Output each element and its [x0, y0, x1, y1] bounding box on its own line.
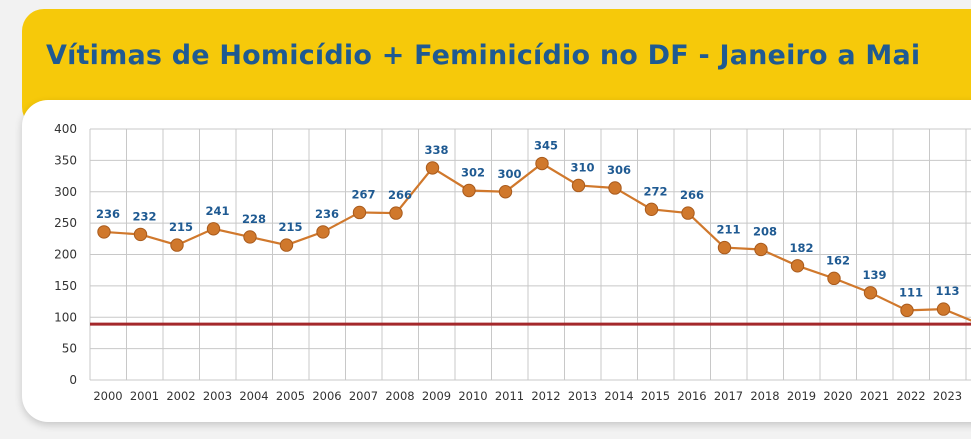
data-points [97, 156, 951, 318]
y-tick-label: 300 [54, 185, 77, 199]
x-tick-label: 2007 [349, 389, 378, 403]
data-point [681, 206, 695, 220]
data-label: 182 [789, 241, 813, 255]
data-point [535, 156, 549, 171]
data-label: 266 [388, 188, 412, 202]
data-label: 236 [96, 207, 120, 221]
data-point [170, 238, 184, 252]
x-tick-label: 2011 [495, 389, 524, 403]
x-tick-label: 2021 [860, 389, 889, 403]
data-label: 338 [424, 143, 448, 157]
data-point [827, 271, 841, 286]
x-tick-label: 2005 [276, 389, 305, 403]
data-label: 113 [935, 284, 959, 298]
data-point [717, 240, 732, 255]
data-point [498, 185, 513, 199]
x-tick-label: 2006 [312, 389, 341, 403]
page-title: Vítimas de Homicídio + Feminicídio no DF… [46, 40, 921, 71]
data-point [863, 286, 878, 300]
y-tick-label: 0 [69, 373, 77, 387]
data-label: 266 [680, 188, 704, 202]
data-label: 215 [278, 220, 302, 234]
y-tick-label: 400 [54, 122, 77, 136]
data-point [644, 202, 659, 217]
x-tick-label: 2017 [714, 389, 743, 403]
x-tick-label: 2012 [531, 389, 560, 403]
x-tick-label: 2013 [568, 389, 597, 403]
data-labels: 236 232 215 241 228 215 236 267 266 338 302 300 345 3… [96, 139, 960, 300]
data-point [425, 161, 440, 175]
data-point [608, 181, 622, 195]
data-point [790, 259, 805, 273]
data-point [97, 225, 111, 239]
data-label: 306 [607, 163, 631, 177]
x-tick-label: 2008 [385, 389, 414, 403]
data-point [900, 303, 914, 318]
data-point [243, 230, 257, 244]
x-tick-label: 2020 [823, 389, 852, 403]
x-tick-label: 2003 [203, 389, 232, 403]
data-label: 162 [826, 253, 850, 267]
data-label: 208 [753, 224, 777, 238]
y-axis: 0 50 100 150 200 250 300 350 400 [54, 122, 77, 387]
data-label: 272 [643, 184, 667, 198]
y-tick-label: 100 [54, 310, 77, 324]
data-point [571, 178, 586, 193]
data-label: 232 [132, 209, 156, 223]
x-tick-label: 2014 [604, 389, 633, 403]
data-label: 236 [315, 207, 339, 221]
data-point [462, 183, 476, 198]
data-label: 300 [497, 167, 521, 181]
x-tick-label: 2022 [896, 389, 925, 403]
x-tick-label: 2002 [166, 389, 195, 403]
data-point [389, 206, 403, 220]
data-point [206, 222, 221, 236]
data-label: 211 [716, 223, 740, 237]
data-point [936, 302, 951, 316]
data-label: 241 [205, 204, 229, 218]
y-tick-label: 50 [62, 342, 77, 356]
x-axis: 2000 2001 2002 2003 2004 2005 2006 2007 2008 2009… [93, 389, 962, 403]
data-point [352, 205, 367, 220]
data-point [754, 242, 768, 257]
data-point [133, 227, 148, 242]
y-tick-label: 150 [54, 279, 77, 293]
data-label: 139 [862, 268, 886, 282]
data-label: 345 [534, 139, 558, 153]
x-tick-label: 2023 [933, 389, 962, 403]
data-point [316, 225, 330, 239]
data-label: 302 [461, 165, 485, 179]
x-tick-label: 2019 [787, 389, 816, 403]
series-group [103, 162, 971, 322]
data-label: 228 [242, 212, 266, 226]
data-label: 215 [169, 220, 193, 234]
y-tick-label: 200 [54, 248, 77, 262]
series-line [103, 162, 971, 322]
y-tick-label: 250 [54, 216, 77, 230]
data-label: 267 [351, 187, 375, 201]
x-tick-label: 2016 [677, 389, 706, 403]
x-tick-label: 2018 [750, 389, 779, 403]
x-tick-label: 2004 [239, 389, 268, 403]
y-tick-label: 350 [54, 153, 77, 167]
data-label: 310 [570, 160, 594, 174]
chart-grid [89, 128, 971, 381]
data-label: 111 [899, 285, 923, 299]
x-tick-label: 2015 [641, 389, 670, 403]
data-point [279, 238, 294, 252]
chart-card [22, 100, 971, 422]
x-tick-label: 2010 [458, 389, 487, 403]
x-tick-label: 2001 [130, 389, 159, 403]
x-tick-label: 2009 [422, 389, 451, 403]
x-tick-label: 2000 [93, 389, 122, 403]
